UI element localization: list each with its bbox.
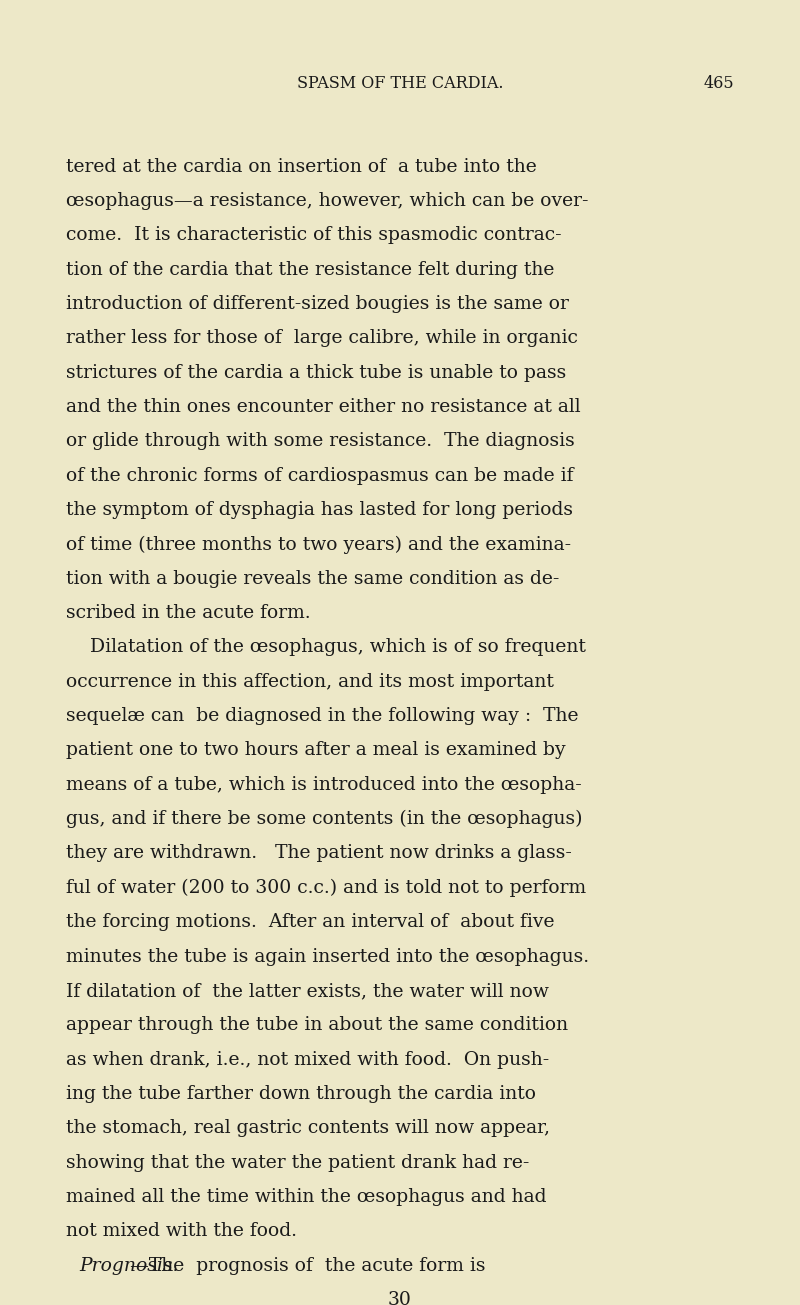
- Text: of the chronic forms of cardiospasmus can be made if: of the chronic forms of cardiospasmus ca…: [66, 467, 573, 484]
- Text: the forcing motions.  After an interval of  about five: the forcing motions. After an interval o…: [66, 913, 554, 932]
- Text: sequelæ can  be diagnosed in the following way :  The: sequelæ can be diagnosed in the followin…: [66, 707, 578, 726]
- Text: or glide through with some resistance.  The diagnosis: or glide through with some resistance. T…: [66, 432, 574, 450]
- Text: minutes the tube is again inserted into the œsophagus.: minutes the tube is again inserted into …: [66, 947, 589, 966]
- Text: SPASM OF THE CARDIA.: SPASM OF THE CARDIA.: [297, 74, 503, 91]
- Text: rather less for those of  large calibre, while in organic: rather less for those of large calibre, …: [66, 329, 578, 347]
- Text: introduction of different-sized bougies is the same or: introduction of different-sized bougies …: [66, 295, 569, 313]
- Text: the stomach, real gastric contents will now appear,: the stomach, real gastric contents will …: [66, 1120, 550, 1137]
- Text: scribed in the acute form.: scribed in the acute form.: [66, 604, 310, 622]
- Text: ing the tube farther down through the cardia into: ing the tube farther down through the ca…: [66, 1084, 536, 1103]
- Text: mained all the time within the œsophagus and had: mained all the time within the œsophagus…: [66, 1188, 546, 1206]
- Text: tered at the cardia on insertion of  a tube into the: tered at the cardia on insertion of a tu…: [66, 158, 536, 176]
- Text: showing that the water the patient drank had re-: showing that the water the patient drank…: [66, 1154, 529, 1172]
- Text: Prognosis.: Prognosis.: [80, 1257, 179, 1275]
- Text: Dilatation of the œsophagus, which is of so frequent: Dilatation of the œsophagus, which is of…: [66, 638, 586, 656]
- Text: they are withdrawn.   The patient now drinks a glass-: they are withdrawn. The patient now drin…: [66, 844, 571, 863]
- Text: tion of the cardia that the resistance felt during the: tion of the cardia that the resistance f…: [66, 261, 554, 279]
- Text: tion with a bougie reveals the same condition as de-: tion with a bougie reveals the same cond…: [66, 570, 559, 587]
- Text: patient one to two hours after a meal is examined by: patient one to two hours after a meal is…: [66, 741, 566, 760]
- Text: If dilatation of  the latter exists, the water will now: If dilatation of the latter exists, the …: [66, 981, 549, 1000]
- Text: as when drank, i.e., not mixed with food.  On push-: as when drank, i.e., not mixed with food…: [66, 1051, 549, 1069]
- Text: ful of water (200 to 300 c.c.) and is told not to perform: ful of water (200 to 300 c.c.) and is to…: [66, 878, 586, 897]
- Text: appear through the tube in about the same condition: appear through the tube in about the sam…: [66, 1017, 568, 1035]
- Text: strictures of the cardia a thick tube is unable to pass: strictures of the cardia a thick tube is…: [66, 364, 566, 381]
- Text: and the thin ones encounter either no resistance at all: and the thin ones encounter either no re…: [66, 398, 580, 416]
- Text: œsophagus—a resistance, however, which can be over-: œsophagus—a resistance, however, which c…: [66, 192, 588, 210]
- Text: 30: 30: [388, 1291, 412, 1305]
- Text: means of a tube, which is introduced into the œsopha-: means of a tube, which is introduced int…: [66, 775, 582, 793]
- Text: not mixed with the food.: not mixed with the food.: [66, 1223, 297, 1240]
- Text: —The  prognosis of  the acute form is: —The prognosis of the acute form is: [130, 1257, 486, 1275]
- Text: gus, and if there be some contents (in the œsophagus): gus, and if there be some contents (in t…: [66, 810, 582, 829]
- Text: 465: 465: [704, 74, 734, 91]
- Text: occurrence in this affection, and its most important: occurrence in this affection, and its mo…: [66, 673, 554, 690]
- Text: of time (three months to two years) and the examina-: of time (three months to two years) and …: [66, 535, 570, 553]
- Text: come.  It is characteristic of this spasmodic contrac-: come. It is characteristic of this spasm…: [66, 226, 562, 244]
- Text: the symptom of dysphagia has lasted for long periods: the symptom of dysphagia has lasted for …: [66, 501, 573, 519]
